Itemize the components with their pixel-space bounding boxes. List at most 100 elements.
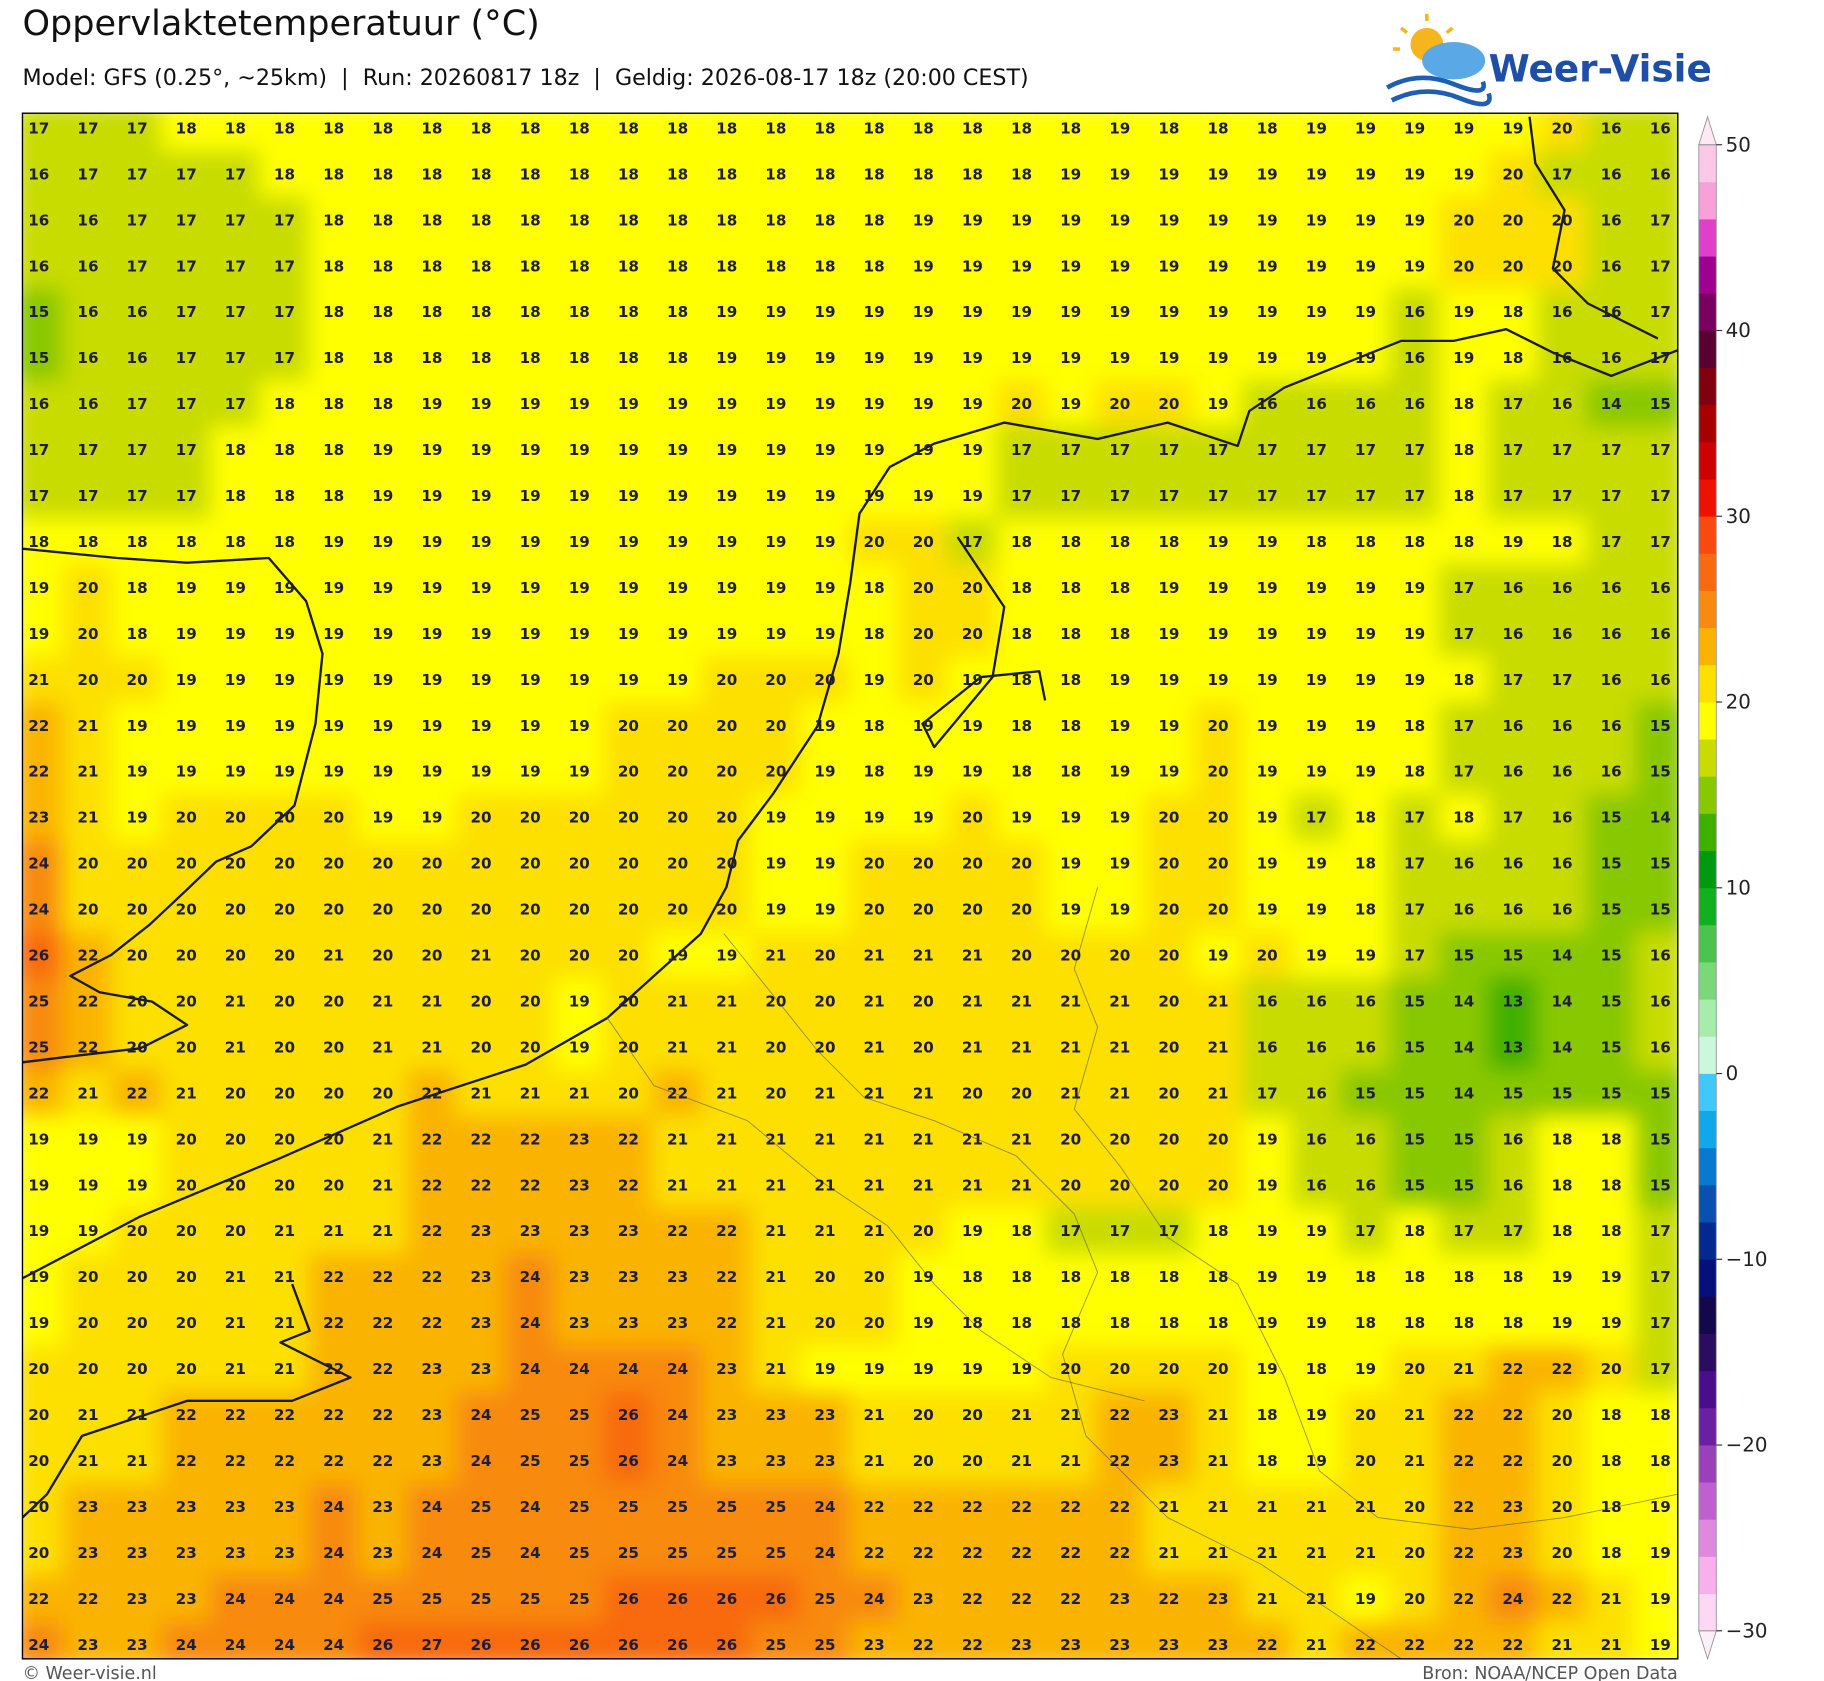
temperature-value: 18: [1355, 533, 1376, 551]
temperature-value: 19: [421, 625, 442, 643]
temperature-value: 18: [814, 119, 835, 137]
temperature-value: 20: [962, 855, 983, 873]
temperature-value: 16: [28, 211, 49, 229]
temperature-value: 18: [569, 349, 590, 367]
temperature-value: 24: [520, 1498, 541, 1516]
colorbar-band: [1698, 850, 1717, 889]
temperature-value: 19: [1060, 809, 1081, 827]
temperature-value: 19: [569, 395, 590, 413]
temperature-cell: [652, 113, 703, 152]
temperature-value: 19: [1158, 717, 1179, 735]
temperature-value: 21: [1551, 1636, 1572, 1654]
temperature-value: 18: [1011, 1314, 1032, 1332]
temperature-cell: [996, 380, 1047, 428]
temperature-value: 22: [962, 1544, 983, 1562]
temperature-cell: [111, 196, 163, 244]
temperature-value: 17: [176, 303, 197, 321]
temperature-value: 19: [1650, 1636, 1671, 1654]
temperature-cell: [1635, 150, 1678, 198]
temperature-cell: [1094, 196, 1145, 244]
temperature-value: 17: [1257, 441, 1278, 459]
temperature-value: 20: [520, 855, 541, 873]
temperature-cell: [750, 426, 801, 474]
temperature-value: 16: [1502, 901, 1523, 919]
temperature-cell: [1585, 334, 1637, 382]
temperature-value: 20: [323, 1038, 344, 1056]
temperature-value: 19: [1355, 1590, 1376, 1608]
temperature-value: 19: [716, 395, 737, 413]
temperature-value: 14: [1453, 992, 1474, 1010]
temperature-value: 24: [323, 1590, 344, 1608]
temperature-value: 22: [520, 1130, 541, 1148]
temperature-cell: [308, 113, 359, 152]
temperature-value: 24: [520, 1544, 541, 1562]
temperature-value: 15: [1502, 947, 1523, 965]
temperature-cell: [1340, 242, 1391, 290]
temperature-value: 18: [1551, 533, 1572, 551]
temperature-value: 18: [421, 211, 442, 229]
temperature-cell: [505, 196, 556, 244]
temperature-cell: [603, 288, 654, 336]
temperature-value: 15: [1650, 1130, 1671, 1148]
temperature-value: 19: [323, 763, 344, 781]
temperature-value: 19: [1355, 303, 1376, 321]
temperature-value: 16: [1650, 165, 1671, 183]
temperature-value: 16: [1453, 901, 1474, 919]
temperature-cell: [1143, 334, 1195, 382]
temperature-value: 18: [1502, 1314, 1523, 1332]
temperature-value: 19: [1208, 533, 1229, 551]
temperature-value: 18: [274, 533, 295, 551]
temperature-value: 20: [1060, 1130, 1081, 1148]
temperature-value: 19: [716, 533, 737, 551]
temperature-value: 17: [176, 441, 197, 459]
temperature-value: 22: [667, 1222, 688, 1240]
temperature-value: 21: [77, 1084, 98, 1102]
temperature-cell: [947, 702, 998, 750]
temperature-value: 24: [323, 1636, 344, 1654]
colorbar-band: [1698, 144, 1717, 183]
temperature-value: 20: [470, 809, 491, 827]
temperature-value: 19: [1404, 119, 1425, 137]
temperature-value: 19: [814, 809, 835, 827]
temperature-value: 20: [1551, 1406, 1572, 1424]
temperature-cell: [996, 288, 1047, 336]
temperature-cell: [1045, 380, 1096, 428]
temperature-value: 18: [28, 533, 49, 551]
temperature-value: 14: [1601, 395, 1622, 413]
temperature-cell: [1487, 426, 1539, 474]
temperature-cell: [62, 564, 114, 612]
temperature-value: 19: [421, 579, 442, 597]
temperature-value: 19: [814, 763, 835, 781]
temperature-value: 18: [372, 211, 393, 229]
temperature-value: 22: [225, 1406, 246, 1424]
temperature-value: 19: [1453, 303, 1474, 321]
temperature-value: 22: [1011, 1498, 1032, 1516]
temperature-value: 14: [1551, 947, 1572, 965]
temperature-value: 19: [1601, 1268, 1622, 1286]
temperature-cell: [898, 472, 949, 520]
temperature-value: 19: [470, 487, 491, 505]
temperature-value: 21: [864, 1452, 885, 1470]
temperature-value: 22: [225, 1452, 246, 1470]
temperature-cell: [1192, 113, 1244, 152]
colorbar-band: [1698, 924, 1717, 963]
temperature-value: 23: [127, 1636, 148, 1654]
temperature-cell: [406, 242, 458, 290]
temperature-value: 20: [1551, 1452, 1572, 1470]
temperature-value: 19: [372, 441, 393, 459]
temperature-value: 20: [1011, 947, 1032, 965]
temperature-value: 24: [421, 1498, 442, 1516]
temperature-cell: [1536, 472, 1588, 520]
temperature-value: 17: [225, 257, 246, 275]
temperature-value: 20: [864, 855, 885, 873]
temperature-value: 19: [962, 257, 983, 275]
temperature-value: 19: [1306, 579, 1327, 597]
temperature-cell: [161, 610, 212, 658]
temperature-value: 20: [913, 901, 934, 919]
temperature-value: 17: [176, 165, 197, 183]
temperature-value: 17: [1404, 809, 1425, 827]
temperature-value: 16: [1601, 211, 1622, 229]
temperature-value: 17: [1453, 763, 1474, 781]
temperature-value: 18: [667, 303, 688, 321]
temperature-cell: [505, 288, 556, 336]
